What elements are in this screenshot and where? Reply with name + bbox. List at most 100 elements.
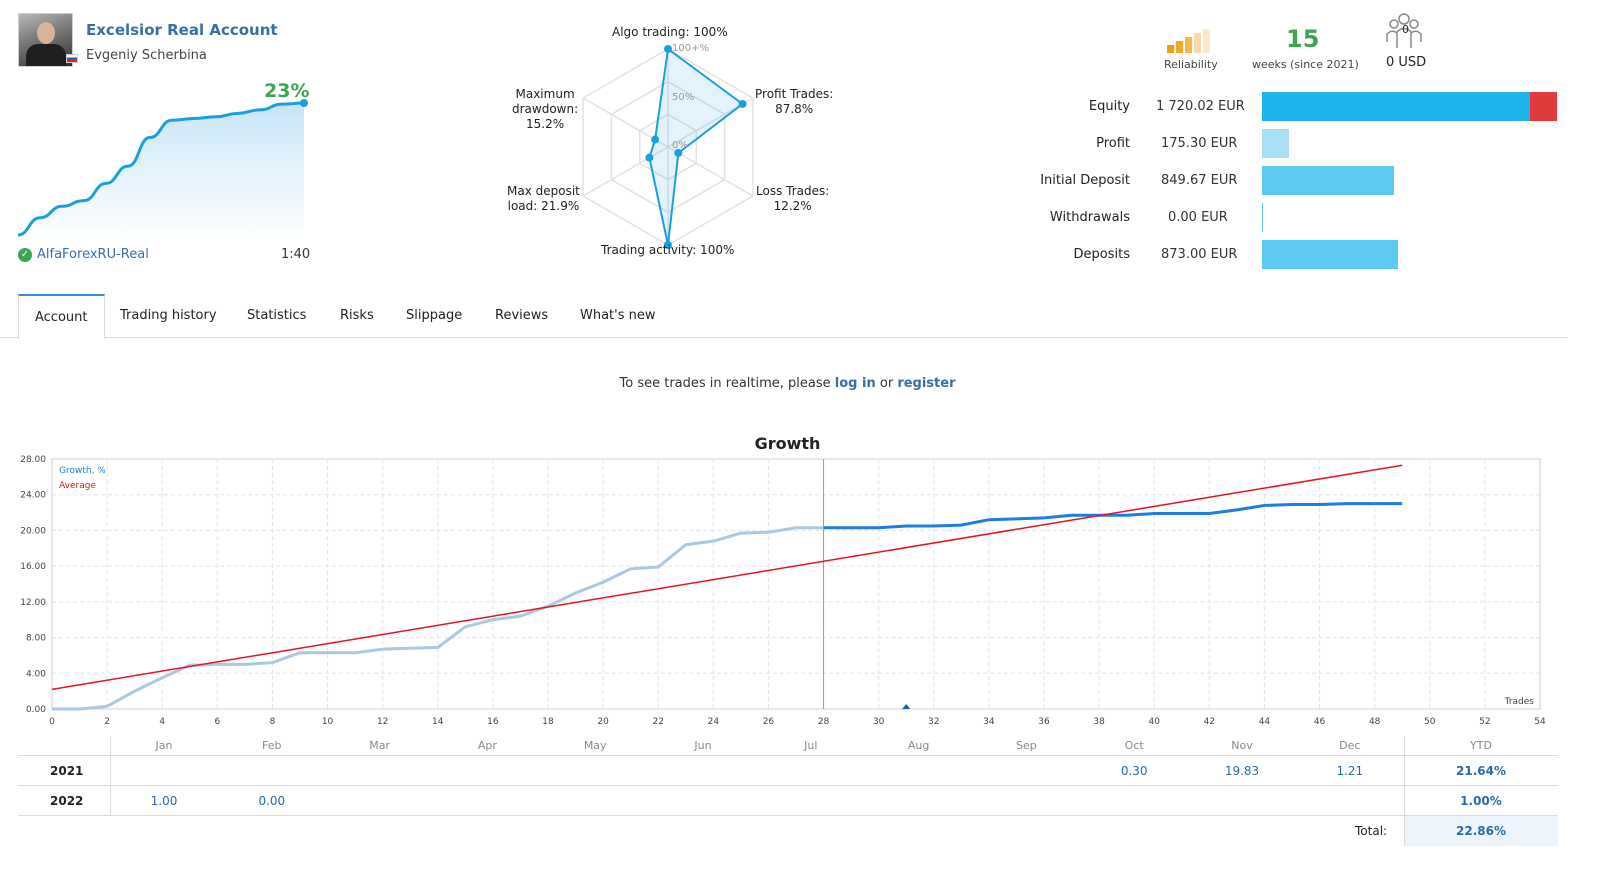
radar-point-activity — [664, 241, 672, 249]
avatar[interactable] — [18, 13, 73, 67]
russia-flag-icon — [66, 54, 78, 63]
x-tick-label: 40 — [1148, 717, 1160, 727]
x-tick-label: 18 — [542, 717, 554, 727]
login-link[interactable]: log in — [834, 376, 876, 391]
initial-deposit-bar — [1262, 166, 1394, 195]
x-tick-label: 44 — [1259, 717, 1271, 727]
radar-point-algo — [664, 45, 672, 53]
month-cell[interactable]: 19.83 — [1224, 764, 1260, 778]
radar-spoke — [667, 146, 754, 197]
ytd-2021: 21.64% — [1456, 764, 1506, 778]
average-line — [51, 464, 1403, 691]
tab-slippage[interactable]: Slippage — [406, 308, 463, 323]
month-header-oct: Oct — [1124, 739, 1144, 752]
subscribers-count: 0 — [1402, 23, 1409, 36]
legend-growth: Growth, % — [59, 466, 106, 476]
tab-statistics[interactable]: Statistics — [247, 308, 307, 323]
finance-label-withdrawals: Withdrawals — [1049, 210, 1130, 225]
x-tick-label: 12 — [377, 717, 388, 727]
finance-value-profit: 175.30 EUR — [1161, 136, 1238, 151]
finance-value-initial-deposit: 849.67 EUR — [1161, 173, 1238, 188]
y-tick-label: 20.00 — [20, 526, 46, 536]
y-tick-label: 0.00 — [26, 705, 46, 715]
x-tick-label: 26 — [763, 717, 775, 727]
month-header-apr: Apr — [477, 739, 497, 752]
tab-account[interactable]: Account — [18, 294, 105, 339]
radar-chart: 100+% 50% 0% — [582, 43, 754, 249]
radar-points — [645, 45, 747, 249]
radar-label-loss: Loss Trades: 12.2% — [756, 184, 829, 214]
y-tick-label: 4.00 — [26, 669, 46, 679]
year-2022: 2022 — [50, 794, 84, 808]
x-tick-label: 28 — [818, 717, 830, 727]
y-tick-label: 12.00 — [20, 598, 46, 608]
month-header-feb: Feb — [262, 739, 282, 752]
x-tick-label: 10 — [322, 717, 334, 727]
table-divider — [18, 785, 1558, 786]
x-tick-label: 46 — [1314, 717, 1326, 727]
withdrawals-bar — [1262, 203, 1263, 232]
x-tick-label: 16 — [487, 717, 499, 727]
radar-label-drawdown-line1: Maximum — [515, 87, 575, 101]
sparkline-area — [18, 103, 304, 240]
month-cell[interactable]: 1.00 — [150, 794, 178, 808]
radar-label-depload-value: load: 21.9% — [507, 199, 580, 213]
radar-spoke — [582, 146, 669, 197]
equity-bar — [1262, 92, 1530, 121]
tab-bar: Account Trading history Statistics Risks… — [0, 294, 1568, 339]
radar-label-algo: Algo trading: 100% — [612, 25, 728, 39]
tab-reviews[interactable]: Reviews — [495, 308, 549, 323]
radar-label-profit-value: 87.8% — [775, 102, 814, 116]
table-col-divider — [1404, 736, 1405, 846]
month-cell[interactable]: 1.21 — [1336, 764, 1364, 778]
month-header-nov: Nov — [1231, 739, 1253, 752]
subscription-price: 0 USD — [1386, 55, 1427, 70]
growth-chart: 0 2 4 6 8 10 12 14 16 18 20 22 24 26 28 30 32 34 36 38 40 42 4… — [20, 455, 1546, 727]
month-cell[interactable]: 0.00 — [258, 794, 286, 808]
ytd-2022: 1.00% — [1460, 794, 1502, 808]
x-tick-label: 6 — [214, 717, 220, 727]
tab-risks[interactable]: Risks — [340, 308, 374, 323]
tab-whats-new[interactable]: What's new — [580, 308, 656, 323]
x-tick-label: 36 — [1038, 717, 1050, 727]
radar-label-drawdown-line2: drawdown: — [512, 102, 579, 116]
verified-shield-icon: ✓ — [18, 247, 32, 262]
server-row[interactable]: ✓ AlfaForexRU-Real — [18, 247, 149, 262]
month-header-dec: Dec — [1339, 739, 1361, 752]
profit-bar — [1262, 129, 1289, 158]
x-tick-label: 14 — [432, 717, 444, 727]
reliability-label: Reliability — [1164, 58, 1218, 71]
month-cell[interactable]: 0.30 — [1120, 764, 1148, 778]
growth-chart-title: Growth — [754, 434, 821, 453]
reliability-bars-icon — [1167, 28, 1210, 53]
account-title[interactable]: Excelsior Real Account — [86, 21, 278, 39]
x-tick-label: 8 — [270, 717, 276, 727]
radar-label-depload: Max deposit load: 21.9% — [507, 184, 580, 214]
sparkline-line — [17, 101, 305, 237]
radar-point-loss — [674, 148, 683, 157]
x-tick-label: 2 — [104, 717, 110, 727]
y-tick-label: 28.00 — [20, 455, 46, 465]
x-tick-label: 54 — [1534, 717, 1546, 727]
growth-percent: 23% — [264, 80, 310, 102]
radar-label-profit-title: Profit Trades: — [755, 87, 834, 101]
radar-scale-50: 50% — [672, 92, 694, 103]
radar-label-depload-title: Max deposit — [507, 184, 580, 198]
finance-label-initial-deposit: Initial Deposit — [1040, 173, 1130, 188]
tab-trading-history[interactable]: Trading history — [120, 308, 217, 323]
total-value: 22.86% — [1456, 824, 1506, 838]
x-tick-label: 30 — [873, 717, 885, 727]
account-owner[interactable]: Evgeniy Scherbina — [86, 48, 207, 63]
finance-value-deposits: 873.00 EUR — [1161, 247, 1238, 262]
server-name[interactable]: AlfaForexRU-Real — [37, 247, 149, 262]
register-link[interactable]: register — [897, 376, 956, 391]
x-axis-label: Trades — [1504, 697, 1535, 707]
growth-sparkline — [17, 99, 308, 240]
month-header-sep: Sep — [1016, 739, 1037, 752]
x-tick-label: 0 — [49, 717, 55, 727]
legend-average: Average — [59, 481, 96, 491]
finance-value-equity: 1 720.02 EUR — [1156, 99, 1245, 114]
x-tick-label: 34 — [983, 717, 995, 727]
sparkline-end-dot — [300, 99, 308, 107]
x-tick-label: 38 — [1093, 717, 1105, 727]
